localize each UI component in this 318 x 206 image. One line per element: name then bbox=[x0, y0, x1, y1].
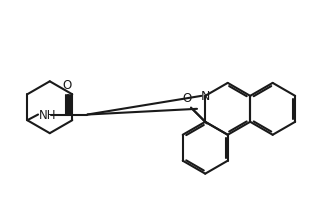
Text: O: O bbox=[183, 92, 192, 105]
Text: N: N bbox=[201, 90, 210, 103]
Text: NH: NH bbox=[39, 109, 57, 121]
Text: O: O bbox=[63, 78, 72, 91]
